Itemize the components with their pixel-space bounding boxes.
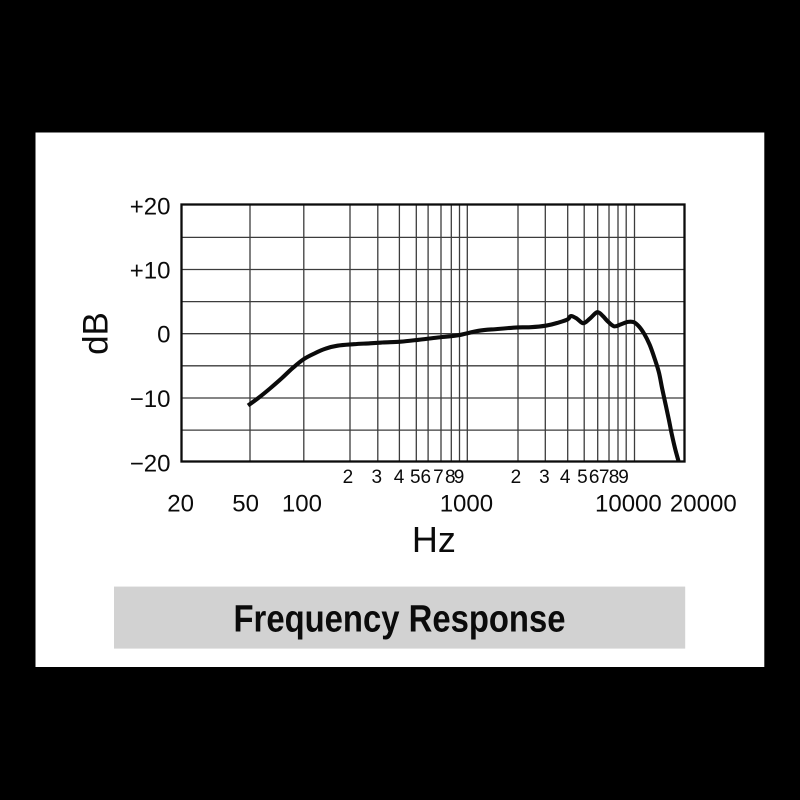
svg-text:+10: +10: [130, 258, 171, 285]
svg-text:4: 4: [394, 467, 405, 488]
svg-text:100: 100: [282, 491, 322, 518]
svg-text:3: 3: [539, 467, 550, 488]
svg-text:50: 50: [232, 491, 259, 518]
svg-text:7: 7: [599, 467, 610, 488]
svg-text:1000: 1000: [440, 491, 493, 518]
svg-text:9: 9: [454, 467, 465, 488]
svg-text:dB: dB: [77, 312, 116, 355]
svg-text:+20: +20: [130, 193, 171, 220]
svg-text:3: 3: [372, 467, 383, 488]
svg-text:Frequency Response: Frequency Response: [234, 599, 566, 641]
svg-text:9: 9: [618, 467, 629, 488]
svg-text:2: 2: [511, 467, 522, 488]
svg-text:Hz: Hz: [412, 519, 456, 560]
svg-text:5: 5: [577, 467, 588, 488]
svg-text:20000: 20000: [670, 491, 737, 518]
svg-text:−10: −10: [130, 386, 171, 413]
svg-text:7: 7: [433, 467, 444, 488]
svg-text:8: 8: [609, 467, 620, 488]
svg-text:5: 5: [410, 467, 421, 488]
svg-text:8: 8: [445, 467, 456, 488]
svg-text:10000: 10000: [595, 491, 662, 518]
svg-text:2: 2: [343, 467, 354, 488]
svg-text:−20: −20: [130, 450, 171, 477]
svg-text:20: 20: [167, 491, 194, 518]
svg-text:0: 0: [157, 322, 170, 349]
svg-text:6: 6: [589, 467, 600, 488]
svg-text:6: 6: [421, 467, 432, 488]
svg-text:4: 4: [560, 467, 571, 488]
